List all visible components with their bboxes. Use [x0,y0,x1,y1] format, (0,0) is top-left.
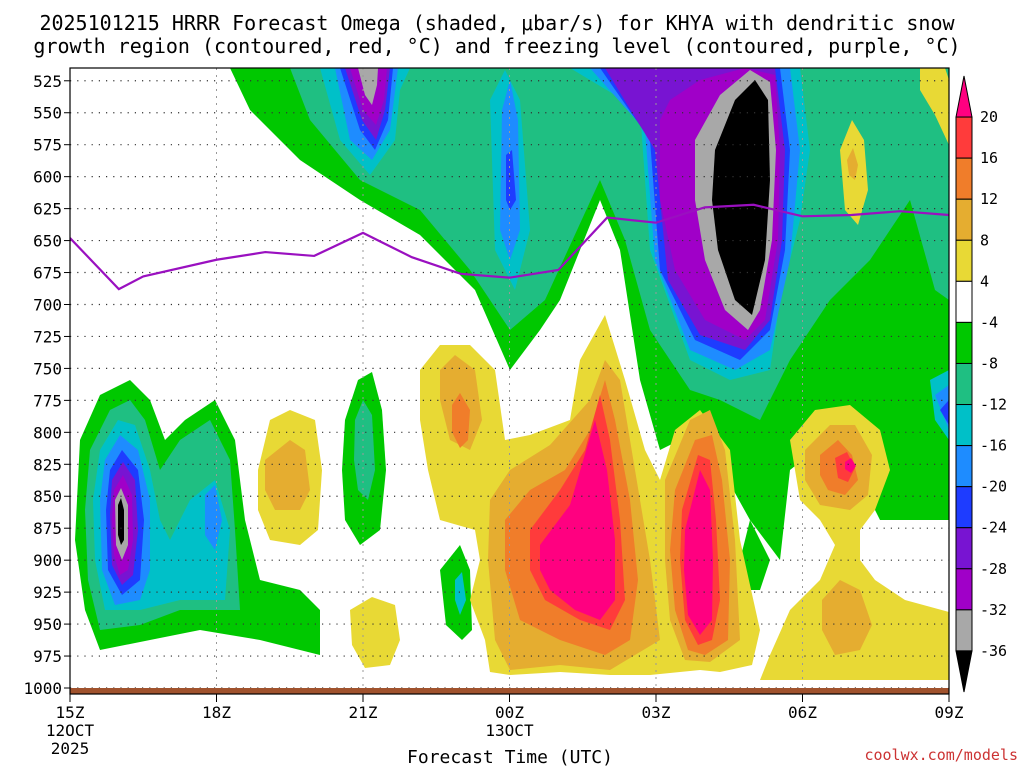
omega-upper-ascent [230,68,949,560]
x-tick-label-00Z: 00Z [495,703,524,722]
y-tick-label-550: 550 [33,104,62,123]
colorbar-bin-10 [955,486,973,529]
x-tick-date-15Z: 12OCT [46,721,95,740]
x-tick-date-00Z: 13OCT [485,721,534,740]
y-axis: 525 550 575 600 625 650 675 700 725 750 775 800 825 8… [23,72,70,698]
y-tick-label-900: 900 [33,551,62,570]
freezing-level-line [70,203,949,291]
colorbar-bin-13 [955,609,973,652]
colorbar-bin-11 [955,527,973,570]
y-tick-label-750: 750 [33,359,62,378]
colorbar-bin-6 [955,321,973,364]
omega-late-descent [760,68,949,680]
colorbar-label-12: -32 [980,601,1007,619]
y-tick-label-525: 525 [33,72,62,91]
x-tick-label-03Z: 03Z [642,703,671,722]
colorbar-label-13: -36 [980,642,1007,660]
x-axis-label: Forecast Time (UTC) [407,747,613,768]
colorbar-label-5: -4 [980,313,998,331]
y-tick-label-675: 675 [33,264,62,283]
colorbar-label-2: 12 [980,190,998,208]
colorbar-label-1: 16 [980,149,998,167]
y-tick-label-725: 725 [33,327,62,346]
colorbar-label-7: -12 [980,396,1007,414]
y-tick-label-600: 600 [33,168,62,187]
x-tick-label-06Z: 06Z [788,703,817,722]
y-tick-label-825: 825 [33,455,62,474]
y-tick-label-875: 875 [33,519,62,538]
y-tick-label-575: 575 [33,136,62,155]
colorbar-bin-14 [955,650,973,693]
colorbar-bin-4 [955,239,973,282]
x-tick-label-09Z: 09Z [935,703,964,722]
x-tick-label-18Z: 18Z [202,703,231,722]
x-tick-label-21Z: 21Z [349,703,378,722]
y-tick-label-1000: 1000 [23,679,62,698]
colorbar-label-0: 20 [980,108,998,126]
colorbar-bin-0 [955,75,973,118]
y-tick-label-850: 850 [33,487,62,506]
y-tick-label-800: 800 [33,423,62,442]
y-tick-label-625: 625 [33,200,62,219]
colorbar-label-8: -16 [980,437,1007,455]
colorbar-label-6: -8 [980,354,998,372]
chart-title-line2: growth region (contoured, red, °C) and f… [33,34,960,58]
colorbar-bin-3 [955,198,973,241]
colorbar-label-9: -20 [980,478,1007,496]
colorbar-label-11: -28 [980,560,1007,578]
colorbar-bin-1 [955,116,973,159]
y-tick-label-650: 650 [33,232,62,251]
ground-strip [70,688,949,694]
y-tick-label-925: 925 [33,583,62,602]
colorbar: 20 16 12 8 4 -4 -8 -12 -16 -20 -24 -28 -32 -36 [955,75,1007,693]
colorbar-bin-2 [955,157,973,200]
x-tick-label-15Z: 15Z [56,703,85,722]
colorbar-bin-7 [955,362,973,406]
colorbar-bin-8 [955,404,973,447]
y-tick-label-775: 775 [33,391,62,410]
colorbar-bin-12 [955,568,973,611]
chart-title-line1: 2025101215 HRRR Forecast Omega (shaded, … [39,11,955,35]
credit-text: coolwx.com/models [864,746,1018,764]
y-tick-label-975: 975 [33,647,62,666]
colorbar-label-3: 8 [980,231,989,249]
x-tick-year-15Z: 2025 [51,739,90,758]
y-tick-label-950: 950 [33,615,62,634]
colorbar-bin-9 [955,445,973,488]
colorbar-label-4: 4 [980,272,989,290]
colorbar-bin-5 [955,280,973,323]
y-tick-label-700: 700 [33,295,62,314]
colorbar-label-10: -24 [980,519,1007,537]
omega-early-ascent [75,372,770,655]
grid-lines [70,68,949,688]
